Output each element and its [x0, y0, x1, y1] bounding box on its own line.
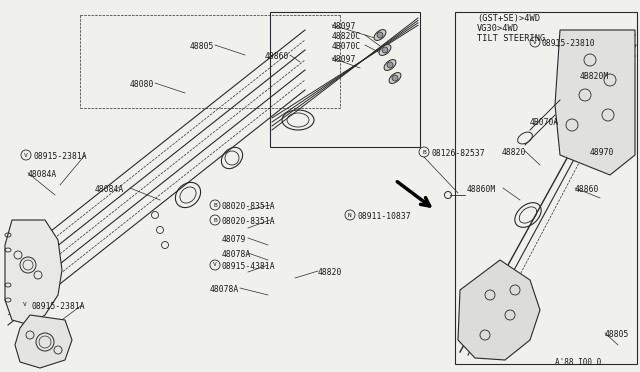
Text: V: V [213, 263, 217, 267]
Text: 48079: 48079 [222, 235, 246, 244]
Circle shape [377, 32, 383, 38]
Text: 08915-2381A: 08915-2381A [32, 302, 86, 311]
Polygon shape [458, 260, 540, 360]
Polygon shape [555, 30, 635, 175]
Text: 4B070C: 4B070C [332, 42, 361, 51]
Circle shape [392, 75, 398, 81]
Text: 48078A: 48078A [210, 285, 239, 294]
Text: 48970: 48970 [590, 148, 614, 157]
Text: 48097: 48097 [332, 22, 356, 31]
Text: 08020-8351A: 08020-8351A [222, 202, 276, 211]
Polygon shape [15, 315, 72, 368]
Text: 48820: 48820 [318, 268, 342, 277]
Text: 08911-10837: 08911-10837 [357, 212, 411, 221]
Bar [455, 12, 637, 364]
Text: 48820C: 48820C [332, 32, 361, 41]
Text: 48080: 48080 [130, 80, 154, 89]
Text: 48860M: 48860M [467, 185, 496, 194]
Text: 48097: 48097 [332, 55, 356, 64]
Text: N: N [348, 212, 352, 218]
Text: V: V [24, 153, 28, 157]
Circle shape [387, 62, 393, 68]
Text: 48084A: 48084A [28, 170, 57, 179]
Text: V: V [23, 302, 27, 308]
Text: 08126-82537: 08126-82537 [431, 149, 484, 158]
Text: B: B [422, 150, 426, 154]
Ellipse shape [374, 29, 386, 41]
Text: 4B820M: 4B820M [580, 72, 609, 81]
Ellipse shape [384, 60, 396, 70]
Text: 48860: 48860 [575, 185, 600, 194]
Text: 4B070A: 4B070A [530, 118, 559, 127]
Text: A'88 I00 0: A'88 I00 0 [555, 358, 601, 367]
Ellipse shape [389, 73, 401, 83]
Polygon shape [5, 220, 62, 325]
Text: 08915-4381A: 08915-4381A [222, 262, 276, 271]
Text: 48805: 48805 [190, 42, 214, 51]
Text: 48078A: 48078A [222, 250, 252, 259]
Text: B: B [213, 202, 217, 208]
Text: 08020-8351A: 08020-8351A [222, 217, 276, 226]
Text: (GST+SE)>4WD: (GST+SE)>4WD [477, 14, 540, 23]
Text: 48820: 48820 [502, 148, 526, 157]
Text: 08915-23810: 08915-23810 [542, 39, 596, 48]
Text: TILT STEERING: TILT STEERING [477, 34, 545, 43]
Ellipse shape [379, 45, 391, 55]
Text: B: B [213, 218, 217, 222]
Text: 08915-2381A: 08915-2381A [33, 152, 86, 161]
Text: 48805: 48805 [605, 330, 629, 339]
Text: V: V [533, 39, 537, 45]
Text: 48860: 48860 [265, 52, 289, 61]
Text: 48084A: 48084A [95, 185, 124, 194]
Circle shape [382, 47, 388, 53]
Text: VG30>4WD: VG30>4WD [477, 24, 519, 33]
Bar [270, 12, 420, 147]
